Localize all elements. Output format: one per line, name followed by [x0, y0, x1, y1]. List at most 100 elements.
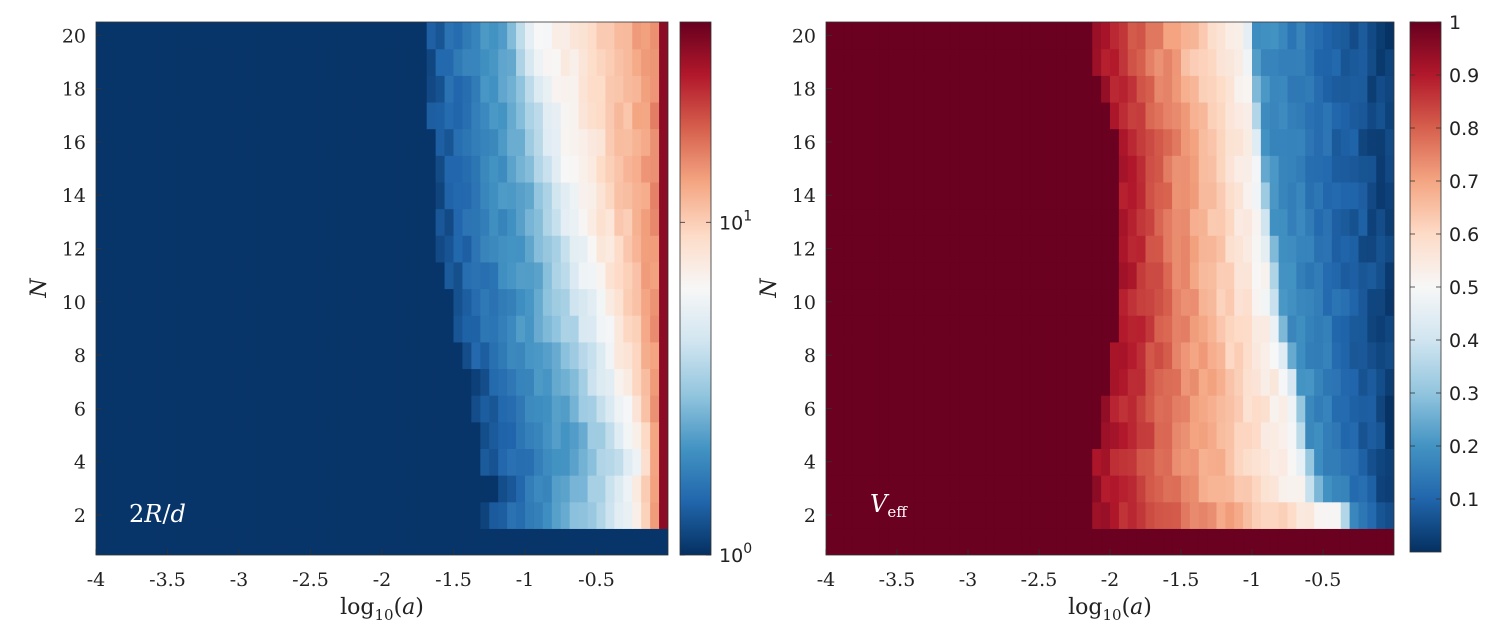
right-y-tick-label: 10 — [792, 292, 816, 314]
right-heatmap-cell — [1118, 421, 1129, 449]
right-heatmap-cell — [1376, 181, 1386, 210]
left-heatmap-cell — [319, 48, 329, 76]
left-heatmap-cell — [453, 128, 464, 156]
right-heatmap-cell — [1349, 101, 1360, 130]
right-heatmap-cell — [1385, 235, 1394, 263]
right-colorbar-tick-label: 0.3 — [1449, 383, 1479, 405]
right-heatmap-cell — [852, 448, 863, 476]
left-heatmap-cell — [569, 181, 580, 210]
left-heatmap-cell — [194, 528, 204, 555]
left-heatmap-cell — [614, 448, 624, 476]
right-heatmap-cell — [1083, 128, 1093, 156]
left-heatmap-cell — [560, 395, 571, 423]
right-heatmap-cell — [1349, 501, 1360, 529]
right-heatmap-cell — [968, 368, 978, 396]
right-heatmap-cell — [1358, 528, 1368, 555]
right-heatmap-cell — [1092, 261, 1102, 290]
left-heatmap-cell — [408, 128, 419, 156]
right-heatmap-cell — [879, 475, 889, 503]
left-heatmap-cell — [256, 22, 267, 50]
left-heatmap-cell — [542, 368, 553, 396]
right-heatmap-cell — [976, 528, 987, 555]
left-heatmap-cell — [578, 421, 589, 449]
right-heatmap-cell — [1367, 75, 1377, 103]
right-heatmap-cell — [1225, 155, 1235, 183]
right-heatmap-cell — [941, 155, 951, 183]
left-heatmap-cell — [417, 261, 428, 290]
left-heatmap-cell — [623, 448, 633, 476]
right-heatmap-cell — [1189, 181, 1200, 210]
left-heatmap-cell — [364, 235, 374, 263]
right-heatmap-cell — [1047, 288, 1058, 316]
right-colorbar-tick-label: 0.7 — [1449, 171, 1479, 193]
left-heatmap-cell — [578, 315, 589, 343]
left-heatmap-cell — [605, 22, 615, 50]
left-heatmap-cell — [480, 235, 490, 263]
left-heatmap-cell — [239, 475, 249, 503]
right-heatmap-cell — [923, 155, 934, 183]
right-heatmap-cell — [1376, 315, 1386, 343]
right-heatmap-cell — [1110, 101, 1120, 130]
left-heatmap-cell — [542, 101, 553, 130]
right-heatmap-cell — [1305, 128, 1315, 156]
right-heatmap-cell — [1172, 448, 1182, 476]
left-heatmap-cell — [274, 155, 285, 183]
left-heatmap-cell — [417, 395, 428, 423]
right-heatmap-cell — [923, 288, 934, 316]
left-heatmap-cell — [104, 101, 115, 130]
left-heatmap-cell — [140, 528, 151, 555]
right-heatmap-cell — [941, 315, 951, 343]
right-heatmap-cell — [905, 395, 916, 423]
left-heatmap-cell — [525, 181, 535, 210]
right-heatmap-cell — [1110, 448, 1120, 476]
right-heatmap-cell — [879, 421, 889, 449]
right-heatmap-cell — [976, 208, 987, 236]
left-heatmap-cell — [399, 22, 410, 50]
left-heatmap-cell — [542, 501, 553, 529]
left-heatmap-cell — [149, 75, 160, 103]
left-heatmap-cell — [167, 448, 178, 476]
left-heatmap-cell — [212, 181, 222, 210]
left-heatmap-cell — [453, 261, 464, 290]
right-heatmap-cell — [834, 315, 845, 343]
left-heatmap-cell — [560, 101, 571, 130]
left-heatmap-cell — [185, 155, 195, 183]
left-heatmap-cell — [346, 528, 356, 555]
left-heatmap-cell — [435, 208, 446, 236]
right-heatmap-cell — [1287, 155, 1297, 183]
right-heatmap-cell — [1207, 261, 1218, 290]
left-heatmap-cell — [265, 128, 276, 156]
right-heatmap-cell — [1039, 155, 1049, 183]
left-heatmap-cell — [471, 501, 481, 529]
right-heatmap-cell — [1101, 395, 1111, 423]
left-heatmap-cell — [176, 395, 186, 423]
right-heatmap-cell — [985, 181, 996, 210]
left-heatmap-cell — [453, 155, 464, 183]
right-heatmap-cell — [1296, 48, 1306, 76]
right-heatmap-cell — [1181, 315, 1191, 343]
right-heatmap-cell — [968, 261, 978, 290]
left-heatmap-cell — [346, 22, 356, 50]
right-heatmap-cell — [1323, 208, 1333, 236]
right-heatmap-cell — [1012, 48, 1022, 76]
right-heatmap-cell — [1367, 475, 1377, 503]
left-heatmap-cell — [453, 448, 464, 476]
right-heatmap-cell — [1003, 421, 1013, 449]
right-heatmap-cell — [1047, 475, 1058, 503]
right-heatmap-cell — [1118, 101, 1129, 130]
left-heatmap-cell — [525, 315, 535, 343]
right-heatmap-cell — [870, 48, 880, 76]
left-heatmap-cell — [113, 528, 124, 555]
right-heatmap-cell — [843, 261, 854, 290]
left-heatmap-cell — [292, 261, 303, 290]
left-heatmap-cell — [292, 501, 303, 529]
right-heatmap-cell — [1385, 501, 1394, 529]
left-heatmap-cell — [328, 501, 338, 529]
right-heatmap-cell — [994, 475, 1005, 503]
right-heatmap-cell — [1385, 208, 1394, 236]
right-heatmap-cell — [950, 22, 960, 50]
right-heatmap-cell — [1278, 368, 1289, 396]
left-heatmap-cell — [551, 315, 562, 343]
right-heatmap-cell — [1367, 48, 1377, 76]
left-heatmap-cell — [122, 261, 133, 290]
